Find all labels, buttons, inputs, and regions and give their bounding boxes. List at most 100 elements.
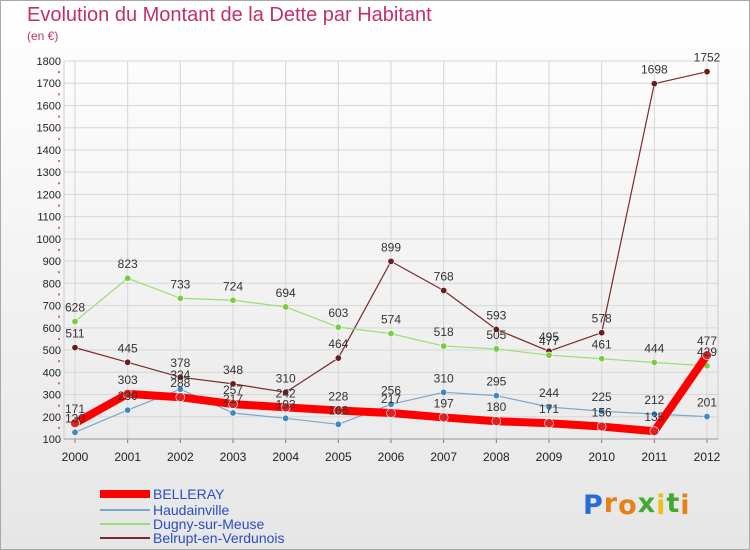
data-point bbox=[440, 286, 448, 294]
x-tick-label: 2008 bbox=[483, 450, 510, 464]
data-label: 171 bbox=[539, 402, 559, 416]
data-label: 230 bbox=[118, 389, 138, 403]
y-tick-label: 900 bbox=[43, 256, 61, 268]
data-point bbox=[703, 413, 711, 421]
data-point bbox=[545, 351, 553, 359]
data-label: 724 bbox=[223, 279, 243, 293]
data-label: 733 bbox=[170, 277, 190, 291]
data-label: 348 bbox=[223, 363, 243, 377]
legend-item-haudainville: Haudainville bbox=[100, 502, 360, 518]
data-point bbox=[71, 344, 79, 352]
logo-letter: i bbox=[656, 490, 667, 521]
data-point bbox=[175, 392, 186, 402]
data-label: 180 bbox=[486, 400, 506, 414]
data-point bbox=[440, 388, 448, 396]
data-label: 603 bbox=[328, 306, 348, 320]
data-point bbox=[545, 403, 553, 411]
data-label: 135 bbox=[644, 410, 664, 424]
data-point bbox=[386, 408, 396, 418]
data-label: 444 bbox=[644, 342, 664, 356]
x-tick-label: 2003 bbox=[220, 450, 247, 464]
data-point bbox=[334, 420, 342, 428]
data-point bbox=[124, 406, 132, 414]
y-tick-label: 800 bbox=[43, 278, 61, 290]
data-label: 505 bbox=[486, 328, 506, 342]
y-tick-label: 1700 bbox=[37, 78, 61, 90]
data-point bbox=[334, 354, 342, 362]
y-tick-label: 700 bbox=[43, 301, 61, 313]
legend-swatch bbox=[100, 490, 150, 498]
x-tick-label: 2007 bbox=[430, 450, 457, 464]
x-tick-label: 2009 bbox=[536, 450, 563, 464]
data-label: 130 bbox=[65, 411, 85, 425]
data-label: 445 bbox=[118, 341, 138, 355]
data-label: 242 bbox=[276, 386, 296, 400]
data-label: 288 bbox=[170, 376, 190, 390]
data-label: 823 bbox=[118, 257, 138, 271]
y-tick-label: 500 bbox=[43, 345, 61, 357]
data-label: 166 bbox=[328, 403, 348, 417]
data-label: 193 bbox=[276, 397, 296, 411]
data-label: 511 bbox=[65, 327, 84, 341]
logo-letter: r bbox=[603, 488, 619, 519]
data-point bbox=[176, 294, 184, 302]
y-tick-label: 1400 bbox=[37, 145, 61, 157]
y-tick-label: 1300 bbox=[37, 167, 61, 179]
data-point bbox=[649, 426, 660, 437]
data-point bbox=[280, 402, 291, 413]
data-label: 212 bbox=[644, 393, 664, 407]
data-point bbox=[282, 388, 290, 396]
data-label: 495 bbox=[539, 330, 559, 344]
logo-letter: x bbox=[637, 488, 657, 519]
data-point bbox=[544, 418, 554, 429]
data-label: 628 bbox=[65, 301, 85, 315]
data-label: 228 bbox=[328, 390, 348, 404]
data-point bbox=[492, 325, 500, 333]
y-tick-label: 1800 bbox=[37, 56, 61, 68]
chart-title: Evolution du Montant de la Dette par Hab… bbox=[27, 4, 432, 26]
data-point bbox=[387, 400, 395, 408]
data-label: 217 bbox=[381, 392, 401, 406]
data-label: 899 bbox=[381, 240, 401, 254]
data-point bbox=[71, 318, 79, 326]
y-tick-label: 1500 bbox=[37, 123, 61, 135]
legend-item-belrupt-en-verdunois: Belrupt-en-Verdunois bbox=[100, 530, 360, 546]
data-label: 225 bbox=[592, 390, 612, 404]
legend-label: Dugny-sur-Meuse bbox=[153, 516, 265, 532]
data-label: 694 bbox=[276, 286, 296, 300]
data-point bbox=[598, 407, 606, 415]
data-label: 768 bbox=[434, 269, 454, 283]
data-point bbox=[282, 414, 290, 422]
y-tick-label: 100 bbox=[43, 434, 61, 446]
data-label: 477 bbox=[697, 334, 717, 348]
y-tick-label: 1000 bbox=[37, 234, 61, 246]
data-label: 244 bbox=[539, 386, 559, 400]
legend-item-dugny-sur-meuse: Dugny-sur-Meuse bbox=[100, 516, 360, 532]
data-label: 477 bbox=[539, 334, 559, 348]
data-point bbox=[492, 392, 500, 400]
data-labels: 171 303 288 257 242 228 217 197 180 171 156 135 477 1… bbox=[65, 51, 721, 426]
data-point bbox=[440, 342, 448, 350]
data-label: 593 bbox=[486, 308, 506, 322]
y-tick-label: 400 bbox=[43, 367, 61, 379]
x-tick-label: 2005 bbox=[325, 450, 352, 464]
data-point bbox=[598, 355, 606, 363]
data-label: 156 bbox=[592, 406, 612, 420]
axes: 100 200 300 400 500 600 700 800 900 1000 1100 1200 1… bbox=[37, 56, 721, 464]
x-tick-label: 2002 bbox=[167, 450, 194, 464]
data-point bbox=[70, 418, 80, 429]
data-point bbox=[333, 405, 344, 416]
legend-swatch bbox=[100, 509, 150, 511]
data-label: 461 bbox=[592, 338, 612, 352]
logo-letter: o bbox=[618, 490, 638, 521]
data-point bbox=[228, 399, 238, 409]
data-label: 295 bbox=[486, 375, 506, 389]
legend-swatch bbox=[100, 537, 150, 539]
data-label: 324 bbox=[170, 368, 190, 382]
x-tick-label: 2012 bbox=[694, 450, 721, 464]
data-label: 256 bbox=[381, 383, 401, 397]
data-point bbox=[229, 380, 237, 388]
data-label: 1752 bbox=[694, 51, 721, 65]
data-point bbox=[282, 303, 290, 311]
